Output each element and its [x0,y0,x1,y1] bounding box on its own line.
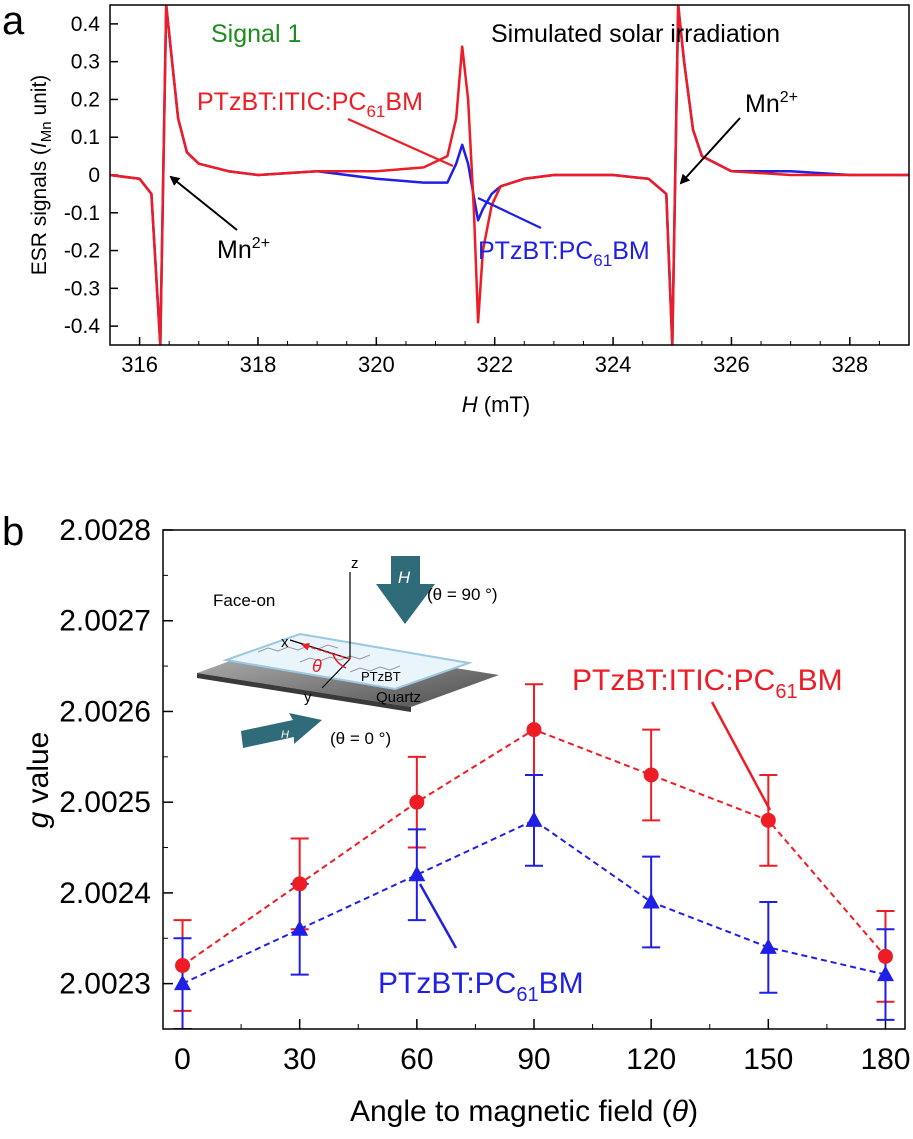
data-point-blue [759,938,777,954]
blue-series-label-a: PTzBT:PC61BM [478,237,650,270]
plot-a-ylabel: ESR signals (IMn unit) [28,75,55,276]
plot-b-series [173,683,895,1029]
plot-b-ticks: 0 30 60 90 120 150 180 2.0028 2.0027 2.0026 2.0025… [59,514,910,1076]
inset-theta: θ [312,656,322,676]
x-tick-label-b: 120 [626,1043,676,1076]
plot-b-frame [162,529,906,1030]
x-tick-label-a: 324 [595,352,632,377]
inset-ptzbt: PTzBT [361,669,401,684]
data-point-red [409,794,425,810]
theta-arrow [301,642,351,660]
x-tick-label-a: 318 [240,352,277,377]
y-tick-label-a: -0.2 [64,240,100,263]
red-leader-a [347,117,454,168]
data-point-red [643,767,659,783]
orientation-inset: Face-on z x y θ PTzBT Quartz H (θ = 90 °… [197,555,499,748]
x-tick-label-b: 0 [174,1043,191,1076]
x-tick-label-b: 30 [283,1043,316,1076]
plot-a-frame [109,4,910,346]
y-tick-label-b: 2.0023 [59,968,151,1001]
red-leader-b [710,701,772,811]
field-arrow-90-label: H [398,568,411,587]
x-tick-label-a: 322 [476,352,513,377]
x-tick-label-b: 180 [860,1043,910,1076]
x-tick-label-b: 90 [517,1043,550,1076]
plot-a-xlabel: H (mT) [462,392,530,417]
inset-angle-90: (θ = 90 °) [427,585,498,604]
y-tick-label-b: 2.0026 [59,695,151,728]
quartz-substrate-edge [197,673,411,712]
data-point-blue [525,811,543,827]
data-point-blue [291,920,309,936]
red-series-label-b: PTzBT:ITIC:PC61BM [572,664,843,703]
blue-series-label-b: PTzBT:PC61BM [378,967,584,1006]
inset-angle-0: (θ = 0 °) [330,729,391,748]
y-tick-label-a: 0.4 [71,13,101,36]
x-tick-label-a: 328 [831,352,868,377]
condition-label: Simulated solar irradiation [491,20,780,48]
y-tick-label-a: -0.4 [64,315,101,338]
blue-leader-a [477,197,542,229]
field-arrow-0-label: H [281,729,289,741]
panel-label-b: b [2,510,24,554]
inset-z: z [351,555,359,572]
mn-label-left: Mn2+ [217,235,270,264]
mn-arrow-left [169,175,238,231]
y-axis [321,658,351,689]
data-point-red [292,876,308,892]
series-line-red-a [110,5,909,345]
data-point-red [175,957,191,973]
y-tick-label-a: -0.3 [64,277,100,300]
y-tick-label-b: 2.0024 [59,877,151,910]
field-arrow-90 [376,556,435,624]
y-tick-label-a: 0.3 [71,51,100,74]
plot-a-ticks: 316 318 320 322 324 326 328 0.4 0.3 0.2 0.1 0 -0.1 -0… [64,13,910,377]
inset-face-on: Face-on [213,591,275,610]
data-point-blue [642,892,660,909]
mn-label-right: Mn2+ [745,89,798,118]
inset-y: y [304,689,312,706]
plot-a-series [110,5,909,345]
x-tick-label-b: 60 [400,1043,433,1076]
plot-a: 316 318 320 322 324 326 328 0.4 0.3 0.2 0.1 0 -0.1 -0… [64,4,910,377]
x-tick-label-b: 150 [743,1043,793,1076]
x-tick-label-a: 316 [121,352,158,377]
plot-b-ylabel: g value [22,732,55,829]
red-series-label-a: PTzBT:ITIC:PC61BM [197,88,423,121]
panel-label-a: a [2,0,25,43]
y-tick-label-a: -0.1 [64,202,100,225]
inset-quartz: Quartz [376,689,421,706]
theta-arc [332,653,347,669]
plot-b-xlabel: Angle to magnetic field (θ) [350,1095,698,1128]
field-arrow-0 [241,713,322,748]
data-point-red [760,812,776,828]
plot-b: 0 30 60 90 120 150 180 2.0028 2.0027 2.0026 2.0025… [59,514,910,1076]
data-point-blue [408,865,426,882]
inset-x: x [281,634,289,651]
y-tick-label-b: 2.0028 [59,514,151,547]
data-point-red [526,722,542,738]
blue-leader-b [418,883,458,949]
signal-1-label: Signal 1 [211,20,301,48]
x-tick-label-a: 326 [713,352,750,377]
data-point-blue [174,974,192,991]
y-tick-label-a: 0 [88,164,100,187]
data-point-blue [876,965,894,982]
y-tick-label-a: 0.2 [71,88,100,111]
x-tick-label-a: 320 [358,352,395,377]
mn-arrow-right [679,117,741,185]
y-tick-label-b: 2.0025 [59,786,151,819]
y-tick-label-a: 0.1 [71,126,100,149]
data-point-red [877,948,893,964]
y-tick-label-b: 2.0027 [59,605,151,638]
